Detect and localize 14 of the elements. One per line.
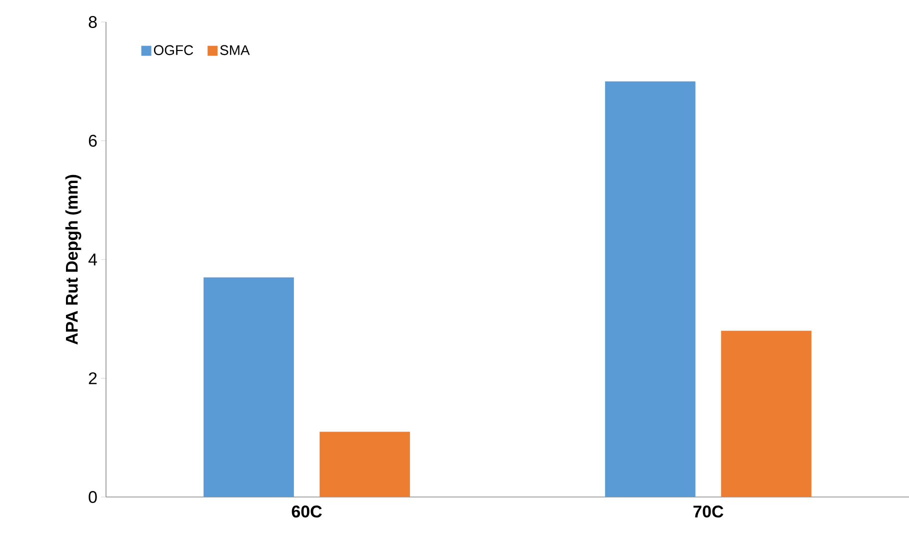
legend-label: SMA [220, 45, 250, 56]
y-tick-label: 6 [88, 134, 97, 147]
y-tick-label: 4 [88, 254, 97, 266]
y-tick-label: 0 [88, 491, 97, 503]
bar [204, 277, 294, 497]
x-tick-label: 70C [693, 506, 724, 518]
y-tick-label: 2 [88, 372, 97, 384]
legend-label: OGFC [154, 45, 194, 56]
y-axis-title: APA Rut Depgh (mm) [65, 174, 82, 345]
x-tick-label: 60C [292, 506, 322, 518]
y-tick-label: 8 [88, 16, 97, 28]
bar [605, 81, 696, 497]
bar [721, 330, 812, 497]
bar [320, 432, 410, 497]
